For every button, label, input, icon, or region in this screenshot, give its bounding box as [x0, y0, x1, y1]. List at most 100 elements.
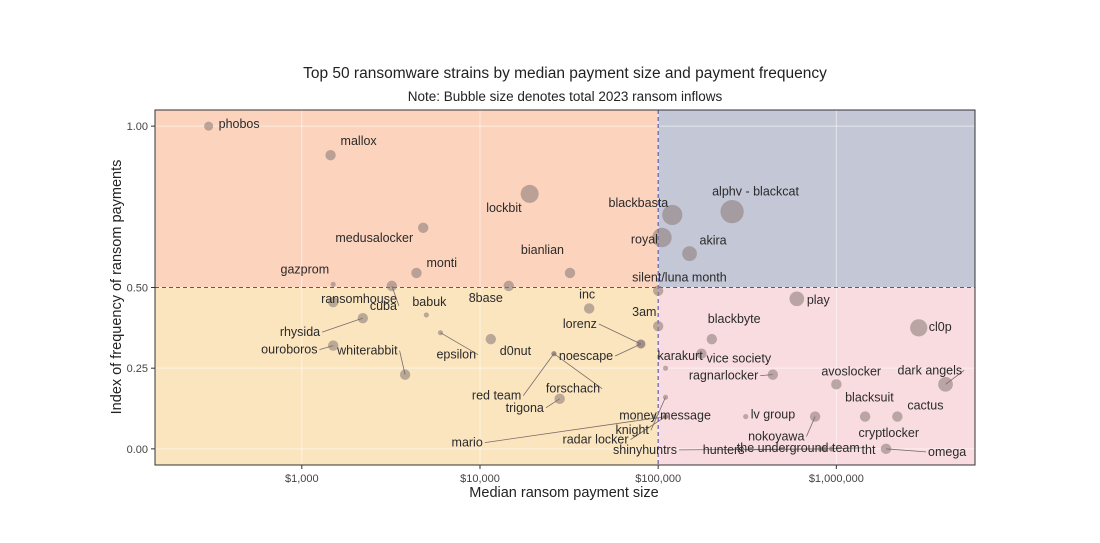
label-ransomhouse: ransomhouse	[321, 292, 397, 306]
x-tick-label: $100,000	[635, 473, 681, 485]
bubble-babuk	[423, 312, 429, 318]
label-medusalocker: medusalocker	[335, 231, 413, 245]
label-3am: 3am	[632, 305, 656, 319]
label-lorenz: lorenz	[563, 317, 597, 331]
bubble-bianlian	[564, 267, 576, 279]
label-8base: 8base	[469, 291, 503, 305]
label-shinyhuntrs: shinyhuntrs	[613, 443, 677, 457]
label-blackbyte: blackbyte	[708, 312, 761, 326]
bubble-ransomhouse	[327, 296, 339, 308]
bubble-blacksuit	[859, 411, 871, 422]
label-hunters: hunters	[703, 443, 745, 457]
label-mario: mario	[452, 436, 483, 450]
label-lockbit: lockbit	[486, 201, 522, 215]
bubble-cl0p	[910, 319, 928, 337]
bubble-nokoyawa	[809, 411, 821, 422]
leader-whiterabbit	[399, 350, 406, 375]
leader-ragnarlocker	[760, 374, 773, 377]
leader-red-team	[522, 353, 555, 396]
label-avoslocker: avoslocker	[821, 364, 881, 378]
leader-radar-locker	[630, 416, 666, 440]
label-noescape: noescape	[559, 349, 613, 363]
bubble-lv-group	[743, 414, 749, 420]
bubble-play	[789, 291, 805, 307]
y-axis-title: Index of frequency of ransom payments	[109, 160, 125, 415]
y-tick-label: 0.25	[127, 363, 148, 375]
bubble-phobos	[204, 121, 214, 131]
y-tick-label: 0.00	[127, 444, 148, 456]
leader-noescape	[614, 343, 642, 357]
x-tick-label: $1,000,000	[809, 473, 864, 485]
bubble-gazprom	[330, 281, 336, 287]
bubble-alphv-blackcat	[720, 200, 744, 224]
bubble-knight	[662, 394, 669, 400]
leader-rhysida	[321, 317, 363, 333]
leader-mario	[484, 416, 666, 443]
label-blackbasta: blackbasta	[609, 196, 669, 210]
label-epsilon: epsilon	[436, 348, 476, 362]
bubble-8base	[503, 280, 514, 292]
bubble-3am	[652, 321, 664, 332]
x-axis-title: Median ransom payment size	[469, 485, 658, 501]
label-lv-group: lv group	[751, 408, 796, 422]
bubble-lockbit	[520, 184, 539, 203]
label-ouroboros: ouroboros	[261, 343, 317, 357]
chart-subtitle: Note: Bubble size denotes total 2023 ran…	[408, 89, 723, 104]
bubble-trigona	[554, 393, 565, 405]
label-cl0p: cl0p	[929, 320, 952, 334]
label-red-team: red team	[472, 389, 521, 403]
label-mallox: mallox	[341, 134, 378, 148]
label-babuk: babuk	[412, 295, 447, 309]
label-play: play	[807, 293, 831, 307]
bubble-blackbyte	[706, 333, 718, 345]
bubble-royal	[652, 227, 672, 248]
y-tick-label: 1.00	[127, 121, 148, 133]
label-whiterabbit: whiterabbit	[336, 344, 398, 358]
leader-forschach	[553, 353, 603, 389]
bubble-vice-society	[696, 348, 707, 359]
bubble-akira	[682, 246, 697, 261]
label-royal: royal	[631, 232, 658, 246]
x-tick-label: $1,000	[285, 473, 319, 485]
label-knight: knight	[616, 423, 650, 437]
label-vice-society: vice society	[706, 352, 771, 366]
bubble-d0nut	[485, 333, 497, 345]
label-gazprom: gazprom	[281, 262, 330, 276]
label-dark-angels: dark angels	[898, 363, 963, 377]
quadrant-bottom-right	[658, 287, 975, 465]
label-trigona: trigona	[506, 401, 544, 415]
leader-nokoyawa	[806, 416, 816, 437]
leader-trigona	[545, 398, 560, 409]
label-bianlian: bianlian	[521, 243, 564, 257]
leader-omega	[885, 448, 927, 453]
label-money-message: money message	[619, 409, 711, 423]
label-rhysida: rhysida	[280, 325, 320, 339]
label-d0nut: d0nut	[500, 344, 532, 358]
label-cactus: cactus	[907, 399, 943, 413]
x-tick-label: $10,000	[460, 473, 500, 485]
bubble-cactus	[892, 411, 903, 422]
label-monti: monti	[426, 256, 457, 270]
label-ragnarlocker: ragnarlocker	[689, 369, 758, 383]
label-radar-locker: radar locker	[563, 433, 629, 447]
label-alphv-blackcat: alphv - blackcat	[712, 185, 799, 199]
leader-dark-angels	[945, 369, 965, 385]
label-blacksuit: blacksuit	[845, 391, 894, 405]
label-forschach: forschach	[546, 382, 600, 396]
label-akira: akira	[700, 234, 727, 248]
chart-title: Top 50 ransomware strains by median paym…	[303, 65, 827, 82]
bubble-silent-luna-month	[652, 285, 664, 296]
bubble-rhysida	[357, 312, 369, 324]
bubble-avoslocker	[831, 379, 842, 390]
label-cuba: cuba	[370, 299, 397, 313]
bubble-medusalocker	[417, 222, 429, 233]
leader-the-underground-team	[823, 447, 862, 450]
bubble-karakurt	[662, 365, 669, 371]
label-silent-luna-month: silent/luna month	[632, 271, 727, 285]
quadrant-top-right	[658, 110, 975, 288]
label-tht: tht	[862, 443, 876, 457]
label-the-underground-team: the underground team	[737, 441, 860, 455]
leader-cuba	[391, 285, 400, 307]
label-inc: inc	[579, 287, 595, 301]
